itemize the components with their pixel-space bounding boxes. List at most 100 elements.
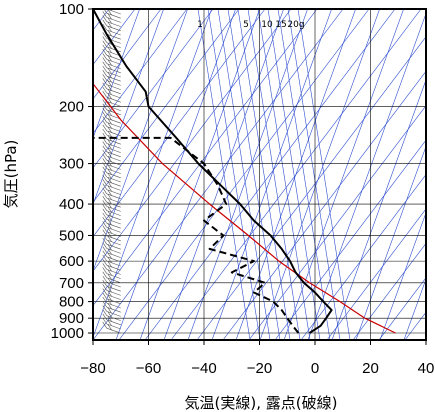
mixing-ratio-label: 15 [275, 20, 286, 30]
x-tick-label: −20 [247, 360, 272, 377]
wind-barb [102, 116, 121, 128]
mixing-ratio-line [207, 9, 261, 340]
wind-barb [102, 292, 121, 305]
y-tick-label: 800 [59, 294, 84, 311]
adiabat-line [379, 211, 426, 340]
wind-barb [102, 284, 121, 296]
isotherm-line [196, 36, 426, 340]
x-axis-title: 気温(実線), 露点(破線) [185, 394, 338, 412]
wind-barb [102, 313, 121, 326]
mixing-ratio-line [297, 9, 351, 340]
isotherm-line [93, 9, 266, 238]
adiabat-line [259, 9, 380, 340]
wind-barb [102, 179, 121, 191]
wind-barb [102, 183, 121, 195]
wind-barb [102, 322, 121, 334]
adiabat-line [428, 0, 435, 340]
x-tick-label: 20 [362, 360, 379, 377]
mixing-ratio-label: 5 [243, 20, 249, 30]
wind-barb [102, 61, 121, 74]
wind-barb [102, 221, 121, 233]
wind-barb [102, 91, 121, 103]
mixing-ratio-labels: 1 5 10 15 20g [197, 20, 304, 30]
mixing-ratio-line [257, 9, 311, 340]
wind-barb [102, 74, 121, 86]
wind-barb [102, 208, 121, 221]
y-axis-title: 気圧(hPa) [2, 140, 20, 209]
wind-barb [102, 212, 121, 225]
wind-barb [102, 229, 121, 242]
wind-barb [102, 250, 121, 263]
isotherm-line [93, 9, 240, 203]
mixing-ratio-line [277, 9, 331, 340]
adiabat-line [187, 9, 308, 340]
wind-barb [102, 191, 121, 204]
wind-barb [102, 112, 121, 124]
wind-barbs [102, 9, 121, 334]
wind-barb [102, 141, 121, 153]
adiabat-line [139, 9, 260, 340]
wind-barb [102, 200, 121, 212]
adiabat-line [331, 79, 426, 340]
x-tick-label: −40 [191, 360, 216, 377]
y-tick-label: 200 [59, 99, 84, 116]
wind-barb [102, 267, 121, 279]
wind-barb [102, 11, 121, 23]
x-axis-ticks: −80 −60 −40 −20 0 20 40 [80, 340, 434, 377]
mixing-ratio-line [237, 9, 291, 340]
wind-barb [102, 305, 121, 317]
x-tick-label: −80 [80, 360, 105, 377]
mixing-ratio-label: 1 [197, 20, 203, 30]
y-tick-label: 400 [59, 196, 84, 213]
adiabat-line [163, 9, 284, 340]
y-tick-label: 900 [59, 310, 84, 327]
wind-barb [102, 107, 121, 120]
temperature-line [93, 9, 333, 334]
wind-barb [102, 242, 121, 254]
wind-barb [102, 217, 121, 229]
mixing-ratio-line [247, 9, 301, 340]
wind-barb [102, 124, 121, 137]
wind-barb [102, 317, 121, 330]
mixing-ratio-line [267, 9, 321, 340]
isotherm-line [93, 9, 344, 340]
y-tick-label: 500 [59, 227, 84, 244]
wind-barb [102, 162, 121, 174]
mixing-ratio-line [287, 9, 341, 340]
isotherm-line [326, 208, 426, 340]
wind-barb [102, 238, 121, 250]
wind-barb [102, 296, 121, 309]
wind-barb [102, 53, 121, 65]
parcel-line [93, 82, 396, 334]
y-tick-label: 100 [59, 1, 84, 18]
wind-barb [102, 103, 121, 116]
isotherm-line [93, 9, 318, 307]
isotherm-line [222, 70, 426, 340]
mixing-ratio-label: 20g [287, 20, 304, 30]
adiabat-line [307, 12, 426, 340]
y-tick-label: 700 [59, 275, 84, 292]
isotherm-line [378, 277, 426, 340]
wind-barb [102, 86, 121, 99]
isotherm-line [274, 139, 426, 340]
x-tick-label: 0 [311, 360, 319, 377]
adiabat-line [93, 9, 212, 339]
wind-barb [102, 170, 121, 183]
mixing-ratio-label: 10 [261, 20, 273, 30]
profile-series [93, 9, 396, 334]
wind-barb [102, 301, 121, 313]
isotherm-line [144, 9, 396, 340]
wind-barb [102, 158, 121, 170]
adiabat-line [283, 9, 404, 340]
wind-barb [102, 196, 121, 208]
wind-barb [102, 145, 121, 158]
isotherm-line [248, 105, 426, 340]
wind-barb [102, 65, 121, 78]
isotherm-line [93, 9, 188, 134]
wind-barb [102, 309, 121, 321]
adiabat-line [211, 9, 332, 340]
x-tick-label: 40 [418, 360, 435, 377]
wind-barb [102, 23, 121, 36]
y-tick-label: 600 [59, 253, 84, 270]
mixing-ratio-line [227, 9, 281, 340]
